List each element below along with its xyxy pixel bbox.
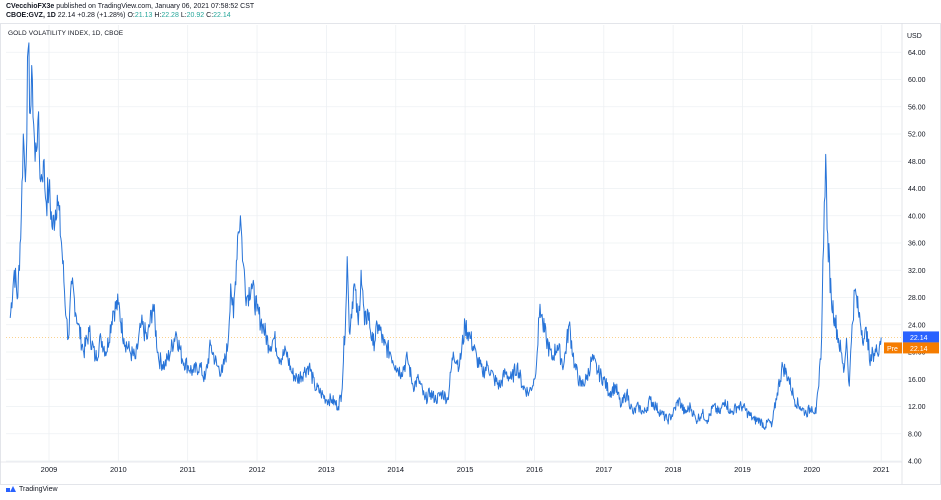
y-tick-label: 56.00 [908,104,926,111]
y-tick-label: 4.00 [908,459,922,466]
last-price: 22.14 [57,12,76,19]
last-price-tag [903,331,939,343]
chart-title: GOLD VOLATILITY INDEX, 1D, CBOE [8,30,124,37]
pre-market-tag [903,342,939,354]
high-label: H: [154,12,162,19]
y-tick-label: 28.00 [908,295,926,302]
y-tick-label: 40.00 [908,213,926,220]
currency-label: USD [907,33,922,40]
low-label: L: [180,12,187,19]
x-tick-label: 2012 [249,465,266,474]
y-tick-label: 24.00 [908,322,926,329]
x-tick-label: 2017 [595,465,612,474]
price-change: +0.28 (+1.28%) [77,12,126,19]
x-tick-label: 2013 [318,465,335,474]
x-tick-label: 2019 [734,465,751,474]
publisher-name[interactable]: CVecchioFX3e [6,3,55,10]
x-tick-label: 2016 [526,465,543,474]
x-tick-label: 2015 [457,465,474,474]
tradingview-logo-icon [6,486,16,493]
footer: TradingView [6,486,58,493]
high-value: 22.28 [161,12,179,19]
low-value: 20.92 [186,12,205,19]
close-label: C: [206,12,214,19]
y-tick-label: 8.00 [908,431,922,438]
y-tick-label: 32.00 [908,268,926,275]
y-tick-label: 64.00 [908,50,926,57]
x-tick-label: 2020 [804,465,821,474]
x-tick-label: 2021 [873,465,890,474]
close-value: 22.14 [213,12,231,19]
x-tick-label: 2011 [180,465,196,474]
y-tick-label: 60.00 [908,77,926,84]
open-label: O: [127,12,135,19]
x-tick-label: 2014 [387,465,404,474]
publish-info: CVecchioFX3e published on TradingView.co… [6,2,254,11]
y-tick-label: 12.00 [908,404,926,411]
symbol-info: CBOE:GVZ, 1D 22.14 +0.28 (+1.28%) O:21.1… [6,11,254,20]
open-value: 21.13 [134,12,153,19]
y-tick-label: 16.00 [908,377,926,384]
x-tick-label: 2010 [110,465,127,474]
y-tick-label: 44.00 [908,186,926,193]
chart-header: CVecchioFX3e published on TradingView.co… [6,2,254,20]
x-tick-label: 2018 [665,465,682,474]
symbol-label[interactable]: CBOE:GVZ, 1D [6,12,56,19]
pre-market-badge-label: Pre [887,346,898,353]
x-tick-label: 2009 [41,465,58,474]
last-price-tag-label: 22.14 [910,335,928,342]
pre-market-badge [884,342,902,354]
y-tick-label: 36.00 [908,241,926,248]
y-tick-label: 48.00 [908,159,926,166]
series-line [9,42,882,430]
pre-market-tag-label: 22.14 [910,346,928,353]
chart-frame [0,23,941,485]
footer-brand[interactable]: TradingView [19,486,58,493]
publish-details: published on TradingView.com, January 06… [56,3,255,10]
y-tick-label: 52.00 [908,132,926,139]
